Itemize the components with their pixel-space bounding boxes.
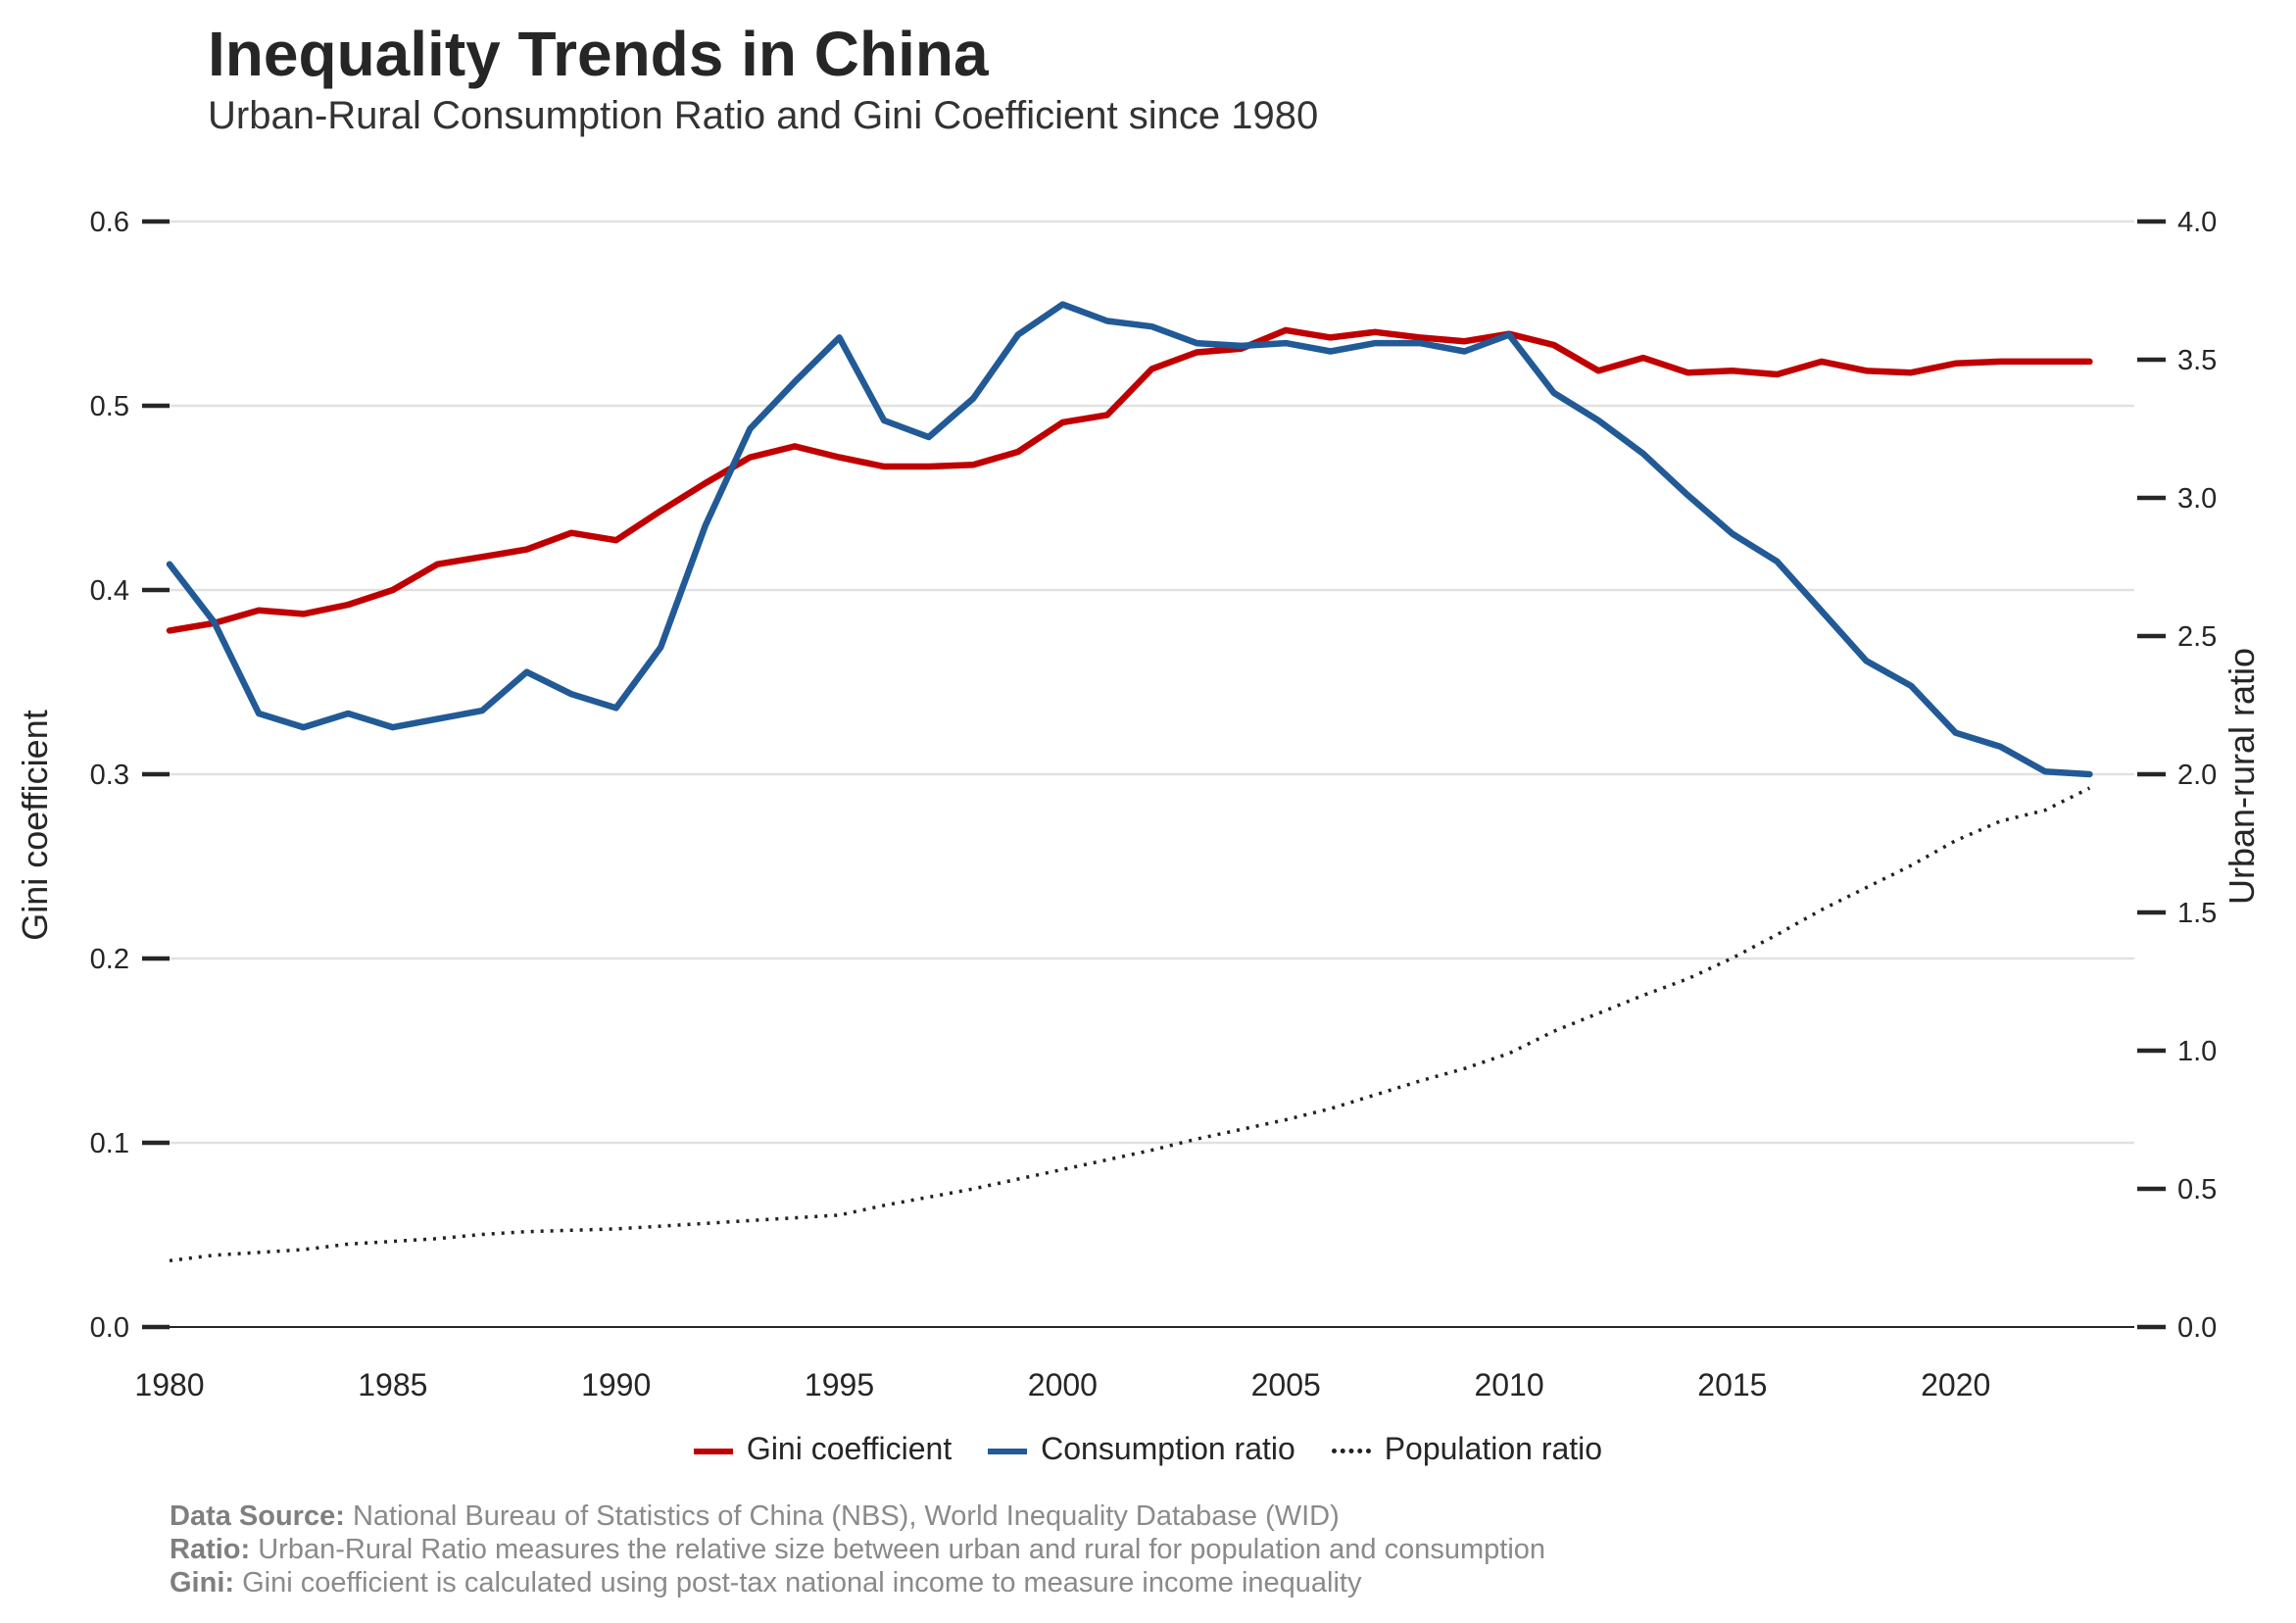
y-tick-label-left: 0.4 [90,575,129,607]
y-tick-label-left: 0.0 [90,1312,129,1344]
legend-label-gini: Gini coefficient [746,1431,953,1466]
x-tick-label: 1985 [358,1367,427,1402]
legend-item-consumption: Consumption ratio [988,1431,1295,1467]
x-tick-label: 1990 [581,1367,651,1402]
legend-item-gini: Gini coefficient [693,1431,953,1467]
y-tick-label-right: 1.0 [2177,1036,2217,1067]
footnote-ratio-text: Urban-Rural Ratio measures the relative … [258,1534,1546,1565]
legend-item-population: Population ratio [1331,1431,1603,1467]
footnote-gini: Gini: Gini coefficient is calculated usi… [170,1566,1545,1599]
y-tick-label-right: 4.0 [2177,207,2217,238]
legend-swatch-population [1331,1449,1371,1454]
population-ratio-line [169,786,2091,1263]
x-tick-label: 2010 [1474,1367,1543,1402]
chart-subtitle: Urban-Rural Consumption Ratio and Gini C… [208,94,1319,137]
y-tick-label-right: 0.0 [2177,1312,2217,1344]
footnote-source-text: National Bureau of Statistics of China (… [352,1500,1340,1532]
legend-swatch-consumption [988,1448,1028,1454]
footnote-gini-text: Gini coefficient is calculated using pos… [242,1567,1362,1598]
x-tick-label: 1980 [134,1367,204,1402]
y-tick-label-right: 3.0 [2177,483,2217,515]
x-tick-label: 2005 [1251,1367,1321,1402]
footnote-ratio: Ratio: Urban-Rural Ratio measures the re… [170,1533,1545,1566]
y-axis-label-right: Urban-rural ratio [2222,648,2262,905]
x-tick-label: 2000 [1028,1367,1098,1402]
footnote-source-label: Data Source: [170,1500,345,1532]
y-tick-label-left: 0.1 [90,1128,129,1159]
y-tick-label-left: 0.5 [90,391,129,422]
footnote-gini-label: Gini: [170,1567,235,1598]
legend-label-population: Population ratio [1384,1431,1603,1466]
y-tick-label-left: 0.3 [90,760,129,791]
consumption-ratio-line [166,301,2093,778]
footnote-source: Data Source: National Bureau of Statisti… [170,1500,1545,1533]
y-tick-label-right: 0.5 [2177,1174,2217,1205]
chart-title: Inequality Trends in China [208,19,989,89]
x-tick-label: 1995 [805,1367,874,1402]
y-tick-label-right: 2.0 [2177,760,2217,791]
gini-line [166,326,2093,634]
x-tick-label: 2015 [1697,1367,1767,1402]
y-tick-label-left: 0.6 [90,207,129,238]
y-tick-label-right: 3.5 [2177,345,2217,376]
y-tick-label-right: 1.5 [2177,898,2217,929]
y-tick-label-left: 0.2 [90,944,129,975]
x-tick-label: 2020 [1921,1367,1990,1402]
footnote-ratio-label: Ratio: [170,1534,251,1565]
legend: Gini coefficient Consumption ratio Popul… [0,1431,2296,1467]
legend-swatch-gini [693,1448,733,1454]
y-axis-label-left: Gini coefficient [15,710,55,940]
legend-label-consumption: Consumption ratio [1041,1431,1295,1466]
grid-lines [170,220,2134,1145]
footnotes: Data Source: National Bureau of Statisti… [170,1500,1545,1599]
y-tick-label-right: 2.5 [2177,621,2217,653]
axes: 0.0 0.1 0.2 0.3 0.4 0.5 0.6 0.0 0.5 1.0 1.5 2.0 2.5 3… [90,207,2218,1402]
series-lines [166,301,2093,1263]
